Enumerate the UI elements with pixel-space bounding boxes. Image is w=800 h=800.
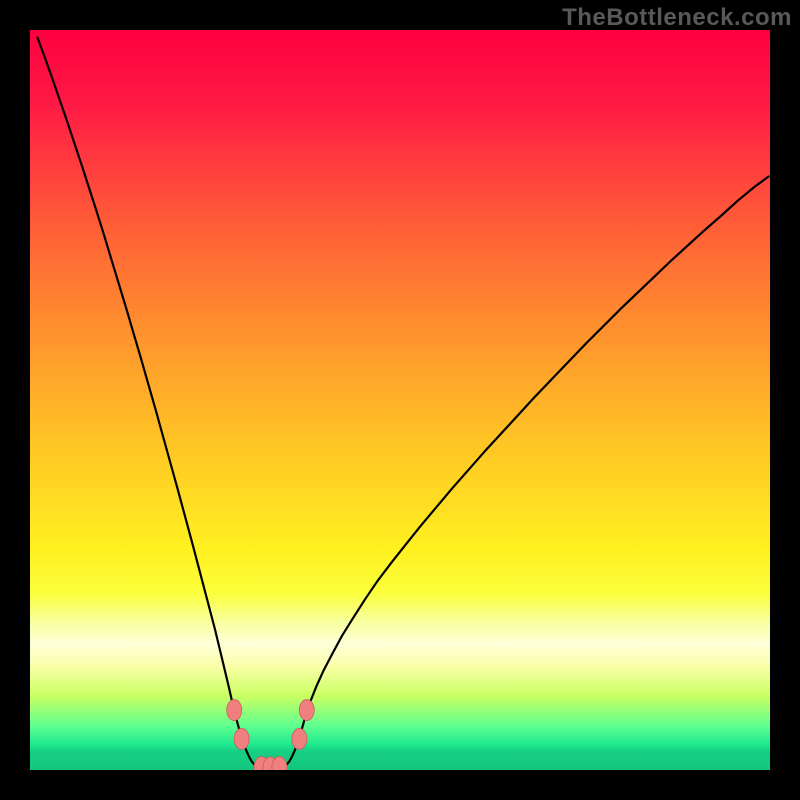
chart-root: TheBottleneck.com — [0, 0, 800, 800]
marker-point — [227, 700, 242, 721]
plot-area — [30, 30, 770, 778]
marker-point — [299, 700, 314, 721]
watermark-text: TheBottleneck.com — [562, 4, 792, 32]
chart-svg — [0, 0, 800, 800]
marker-point — [234, 728, 249, 749]
gradient-background — [30, 30, 770, 770]
marker-point — [292, 728, 307, 749]
